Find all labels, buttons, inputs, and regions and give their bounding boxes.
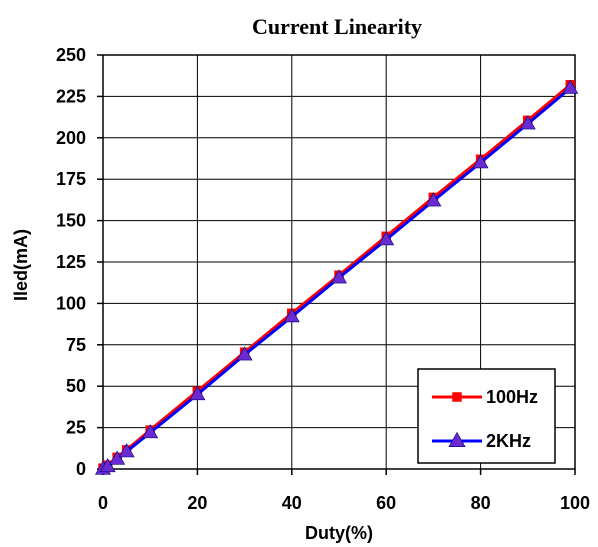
legend-item-2khz-marker <box>448 431 466 448</box>
x-tick-label: 20 <box>187 493 207 513</box>
y-tick-label: 250 <box>56 45 86 65</box>
legend-item-2khz: 2KHz <box>432 431 531 451</box>
series-2khz <box>95 79 579 475</box>
y-tick-label: 150 <box>56 211 86 231</box>
plot-area <box>102 54 576 470</box>
series-2khz-point-marker <box>142 424 159 439</box>
series-2khz-point-marker <box>236 346 253 361</box>
x-axis-label: Duty(%) <box>305 523 373 543</box>
y-tick-label: 175 <box>56 169 86 189</box>
y-tick-label: 225 <box>56 86 86 106</box>
series-2khz-point-marker <box>118 443 135 458</box>
legend-item-100hz-label: 100Hz <box>486 387 538 407</box>
series-2khz-point-marker <box>472 154 489 169</box>
x-tick-label: 40 <box>282 493 302 513</box>
series-2khz-point-marker <box>519 115 536 130</box>
series-layer <box>95 79 579 475</box>
y-axis-ticks: 0 25 50 75 100 125 150 175 200 225 250 <box>56 45 103 479</box>
legend-box <box>417 368 556 464</box>
legend: 100Hz 2KHz <box>417 368 556 464</box>
chart-title: Current Linearity <box>252 14 422 39</box>
series-2khz-point-marker <box>425 192 442 207</box>
series-2khz-point-marker <box>283 308 300 323</box>
series-2khz-point-marker <box>99 458 116 473</box>
legend-item-100hz-marker <box>452 392 462 402</box>
y-tick-label: 125 <box>56 252 86 272</box>
series-2khz-point-marker <box>562 79 579 94</box>
y-axis-label: Iled(mA) <box>11 229 31 301</box>
y-tick-label: 75 <box>66 335 86 355</box>
legend-item-2khz-label: 2KHz <box>486 431 531 451</box>
y-tick-label: 100 <box>56 293 86 313</box>
series-2khz-point-marker <box>189 386 206 401</box>
series-2khz-point-marker <box>331 269 347 284</box>
legend-item-100hz: 100Hz <box>432 387 538 407</box>
y-tick-label: 0 <box>76 459 86 479</box>
y-tick-label: 50 <box>66 376 86 396</box>
series-2khz-point-marker <box>378 231 395 246</box>
y-tick-label: 200 <box>56 128 86 148</box>
series-2khz-point-marker <box>109 450 126 465</box>
x-tick-label: 100 <box>560 493 590 513</box>
x-axis-ticks: 0 20 40 60 80 100 <box>98 469 590 513</box>
x-tick-label: 0 <box>98 493 108 513</box>
x-tick-label: 60 <box>376 493 396 513</box>
y-tick-label: 25 <box>66 418 86 438</box>
x-tick-label: 80 <box>471 493 491 513</box>
